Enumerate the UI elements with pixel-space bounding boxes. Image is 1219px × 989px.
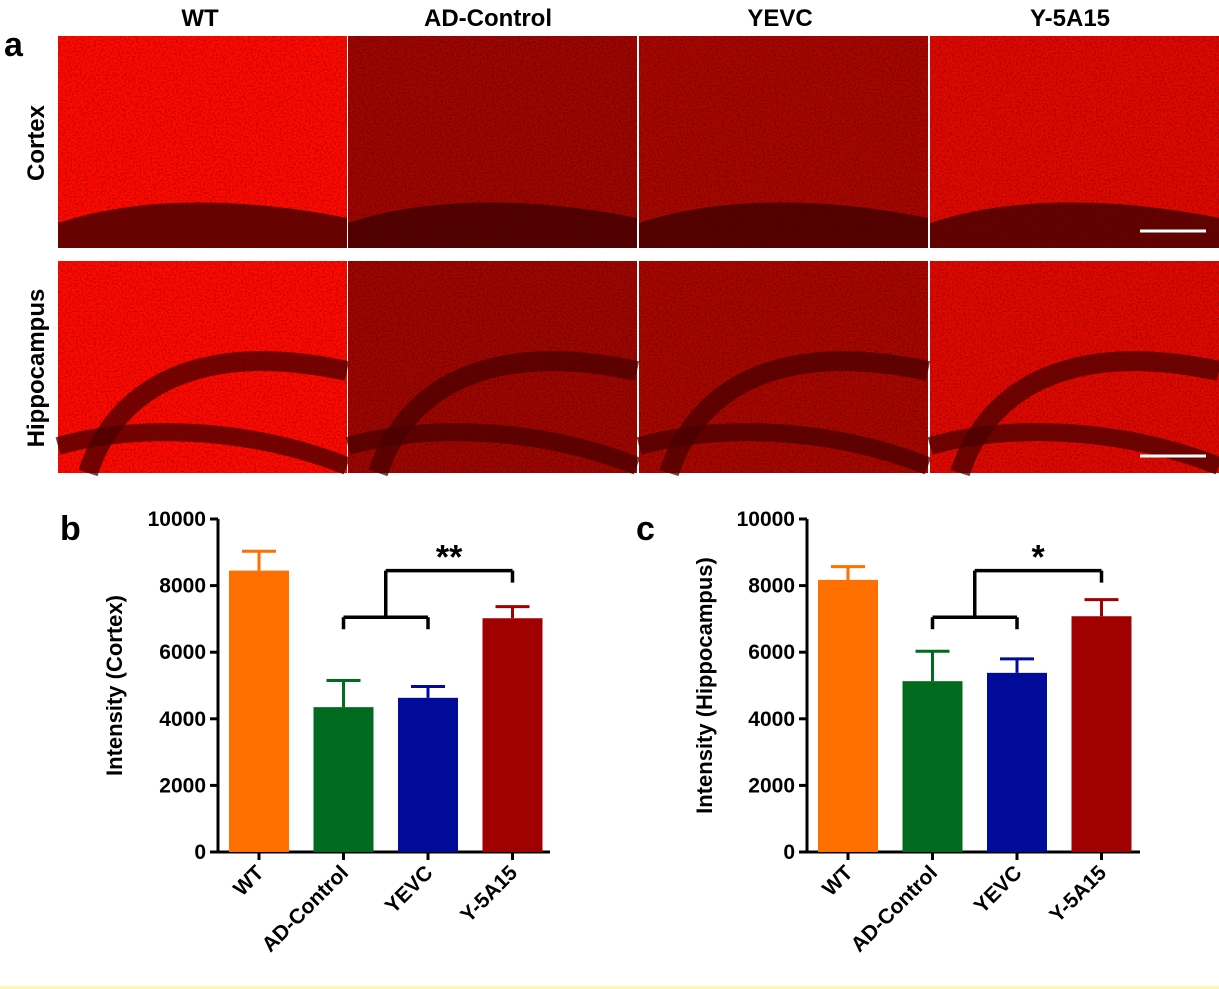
y-axis-label: Intensity (Cortex) xyxy=(102,595,127,776)
micrograph-cortex-ad-control xyxy=(348,36,637,248)
micrograph-hippocampus-wt xyxy=(55,261,351,477)
y-tick-label: 10000 xyxy=(148,508,206,531)
granule-layer xyxy=(636,423,932,475)
bar-ad-control xyxy=(313,707,374,852)
y-tick-label: 0 xyxy=(194,841,206,864)
micrograph-hippocampus-ad-control xyxy=(345,261,641,477)
micrograph-cortex-y-5a15 xyxy=(930,36,1219,248)
micrograph-cortex-wt xyxy=(58,36,347,248)
significance-stars: ** xyxy=(436,539,463,577)
micrograph-hippocampus-yevc xyxy=(636,261,932,477)
granule-layer xyxy=(927,423,1219,475)
y-tick-label: 6000 xyxy=(748,641,795,664)
micrograph-cortex-yevc xyxy=(639,36,928,248)
white-matter-band xyxy=(930,202,1219,248)
y-tick-label: 2000 xyxy=(748,774,795,797)
column-label-wt: WT xyxy=(181,5,219,32)
bar-y-5a15 xyxy=(1071,616,1132,852)
x-tick-label-y-5a15: Y-5A15 xyxy=(456,861,522,927)
chart-cortex: 0 2000 4000 6000 8000 10000 Intensity (Cortex)… xyxy=(102,508,550,957)
column-label-yevc: YEVC xyxy=(747,5,812,32)
row-label-cortex: Cortex xyxy=(23,104,50,181)
y-tick-label: 0 xyxy=(783,841,795,864)
y-tick-label: 8000 xyxy=(748,575,795,598)
white-matter-band xyxy=(639,202,928,248)
chart-hippocampus: 0 2000 4000 6000 8000 10000 Intensity (Hippoca… xyxy=(692,508,1140,957)
panel-b-letter: b xyxy=(60,510,81,548)
bar-wt xyxy=(818,579,878,852)
panel-a-letter: a xyxy=(4,26,24,64)
column-label-y-5a15: Y-5A15 xyxy=(1030,5,1110,32)
x-tick-label-yevc: YEVC xyxy=(970,861,1027,918)
granule-layer xyxy=(345,423,641,475)
bar-wt xyxy=(229,570,289,852)
bottom-edge-strip xyxy=(0,986,1219,989)
significance-bracket xyxy=(930,568,1104,630)
x-tick-label-ad-control: AD-Control xyxy=(847,861,942,956)
y-tick-label: 6000 xyxy=(159,641,206,664)
significance-stars: * xyxy=(1032,539,1046,577)
row-label-hippocampus: Hippocampus xyxy=(23,289,50,448)
bar-ad-control xyxy=(902,681,963,852)
micrograph-grid xyxy=(55,36,1219,477)
y-tick-label: 10000 xyxy=(737,508,795,531)
white-matter-band xyxy=(348,202,637,248)
bar-yevc xyxy=(398,697,458,852)
x-tick-label-wt: WT xyxy=(818,861,857,900)
micrograph-hippocampus-y-5a15 xyxy=(927,261,1219,477)
y-tick-label: 4000 xyxy=(748,708,795,731)
bar-yevc xyxy=(987,672,1047,852)
panel-c-letter: c xyxy=(636,510,655,548)
significance-bracket xyxy=(341,568,515,630)
x-tick-label-y-5a15: Y-5A15 xyxy=(1045,861,1111,927)
y-tick-label: 8000 xyxy=(159,575,206,598)
column-label-ad-control: AD-Control xyxy=(424,5,552,32)
x-tick-label-yevc: YEVC xyxy=(381,861,438,918)
x-tick-label-wt: WT xyxy=(229,861,268,900)
white-matter-band xyxy=(58,202,347,248)
y-tick-label: 2000 xyxy=(159,774,206,797)
x-tick-label-ad-control: AD-Control xyxy=(258,861,353,956)
y-tick-label: 4000 xyxy=(159,708,206,731)
granule-layer xyxy=(55,423,351,475)
bar-y-5a15 xyxy=(482,618,543,852)
y-axis-label: Intensity (Hippocampus) xyxy=(692,557,717,814)
